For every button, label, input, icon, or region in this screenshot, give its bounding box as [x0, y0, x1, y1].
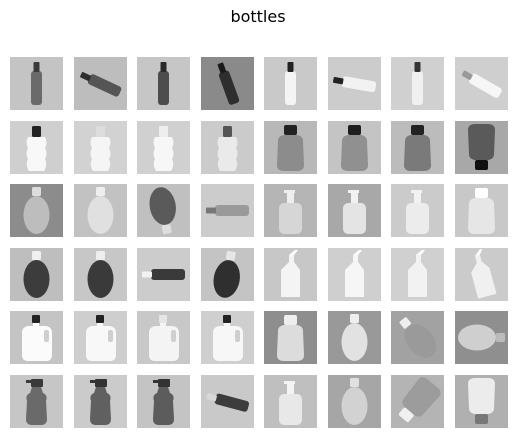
- bottle-image: [327, 184, 381, 237]
- bottle-image-tile: [73, 311, 127, 364]
- page-title: bottles: [230, 7, 286, 26]
- bottle-image: [200, 120, 254, 174]
- bottle-image: [264, 120, 317, 174]
- bottle-image-tile: [264, 184, 317, 237]
- bottle-image-tile: [454, 120, 508, 174]
- bottle-image: [327, 311, 381, 364]
- bottle-image-tile: [327, 247, 381, 301]
- bottle-image: [200, 184, 254, 237]
- bottle-image: [73, 120, 127, 174]
- bottle-image: [454, 374, 508, 428]
- bottle-image-tile: [454, 57, 508, 110]
- bottle-image: [10, 120, 63, 174]
- bottle-image-tile: [327, 374, 381, 428]
- bottle-image-tile: [264, 120, 317, 174]
- image-grid: [10, 57, 508, 428]
- bottle-image-tile: [391, 184, 444, 237]
- bottle-image-tile: [264, 311, 317, 364]
- bottle-image: [10, 57, 63, 110]
- bottle-image: [200, 247, 254, 301]
- bottle-image-tile: [327, 311, 381, 364]
- bottle-image: [391, 247, 444, 301]
- bottle-image-tile: [10, 311, 63, 364]
- bottle-image: [264, 57, 317, 110]
- bottle-image: [454, 120, 508, 174]
- bottle-image: [73, 57, 127, 110]
- bottle-image: [137, 57, 190, 110]
- bottle-image-tile: [200, 57, 254, 110]
- bottle-image-tile: [10, 57, 63, 110]
- bottle-image: [264, 311, 317, 364]
- bottle-image-tile: [454, 247, 508, 301]
- bottle-image-tile: [73, 184, 127, 237]
- bottle-image: [327, 120, 381, 174]
- bottle-image: [137, 374, 190, 428]
- bottle-image: [454, 311, 508, 364]
- bottle-image-tile: [454, 184, 508, 237]
- bottle-image: [73, 247, 127, 301]
- bottle-image-tile: [73, 374, 127, 428]
- bottle-image-tile: [73, 57, 127, 110]
- bottle-image-tile: [327, 184, 381, 237]
- bottle-image-tile: [327, 57, 381, 110]
- bottle-image: [327, 247, 381, 301]
- bottle-image-tile: [10, 120, 63, 174]
- bottle-image-tile: [391, 311, 444, 364]
- bottle-image-tile: [200, 184, 254, 237]
- bottle-image: [137, 247, 190, 301]
- bottle-image-tile: [10, 184, 63, 237]
- bottle-image-tile: [391, 247, 444, 301]
- bottle-image: [137, 120, 190, 174]
- bottle-image: [200, 311, 254, 364]
- bottle-image-tile: [137, 184, 190, 237]
- bottle-image: [454, 184, 508, 237]
- bottle-image-tile: [10, 374, 63, 428]
- bottle-image: [73, 311, 127, 364]
- bottle-image: [137, 184, 190, 237]
- bottle-image: [391, 120, 444, 174]
- bottle-image-tile: [137, 247, 190, 301]
- bottle-image: [10, 247, 63, 301]
- bottle-image-tile: [200, 374, 254, 428]
- bottle-image-tile: [137, 311, 190, 364]
- bottle-image: [391, 374, 444, 428]
- bottle-image-tile: [10, 247, 63, 301]
- bottle-image: [264, 247, 317, 301]
- bottle-image-tile: [137, 120, 190, 174]
- bottle-image: [391, 311, 444, 364]
- bottle-image: [10, 311, 63, 364]
- bottle-image-tile: [73, 120, 127, 174]
- bottle-image-tile: [327, 120, 381, 174]
- bottle-image: [391, 184, 444, 237]
- bottle-image-tile: [137, 57, 190, 110]
- bottle-image-tile: [264, 57, 317, 110]
- bottle-image-tile: [454, 374, 508, 428]
- bottle-image: [73, 184, 127, 237]
- bottle-image-tile: [200, 311, 254, 364]
- bottle-image-tile: [200, 247, 254, 301]
- bottle-image-tile: [391, 120, 444, 174]
- bottle-image-tile: [454, 311, 508, 364]
- bottle-image-tile: [137, 374, 190, 428]
- bottle-image-tile: [200, 120, 254, 174]
- bottle-image: [327, 57, 381, 110]
- bottle-image-tile: [73, 247, 127, 301]
- bottle-image-tile: [391, 57, 444, 110]
- bottle-image: [137, 311, 190, 364]
- bottle-image: [264, 374, 317, 428]
- bottle-image: [200, 57, 254, 110]
- bottle-image: [264, 184, 317, 237]
- bottle-image: [200, 374, 254, 428]
- bottle-image: [10, 184, 63, 237]
- bottle-image: [391, 57, 444, 110]
- bottle-image: [454, 247, 508, 301]
- bottle-image: [10, 374, 63, 428]
- bottle-image: [454, 57, 508, 110]
- bottle-image: [327, 374, 381, 428]
- bottle-image-tile: [391, 374, 444, 428]
- bottle-image-tile: [264, 247, 317, 301]
- bottle-image-tile: [264, 374, 317, 428]
- bottle-image: [73, 374, 127, 428]
